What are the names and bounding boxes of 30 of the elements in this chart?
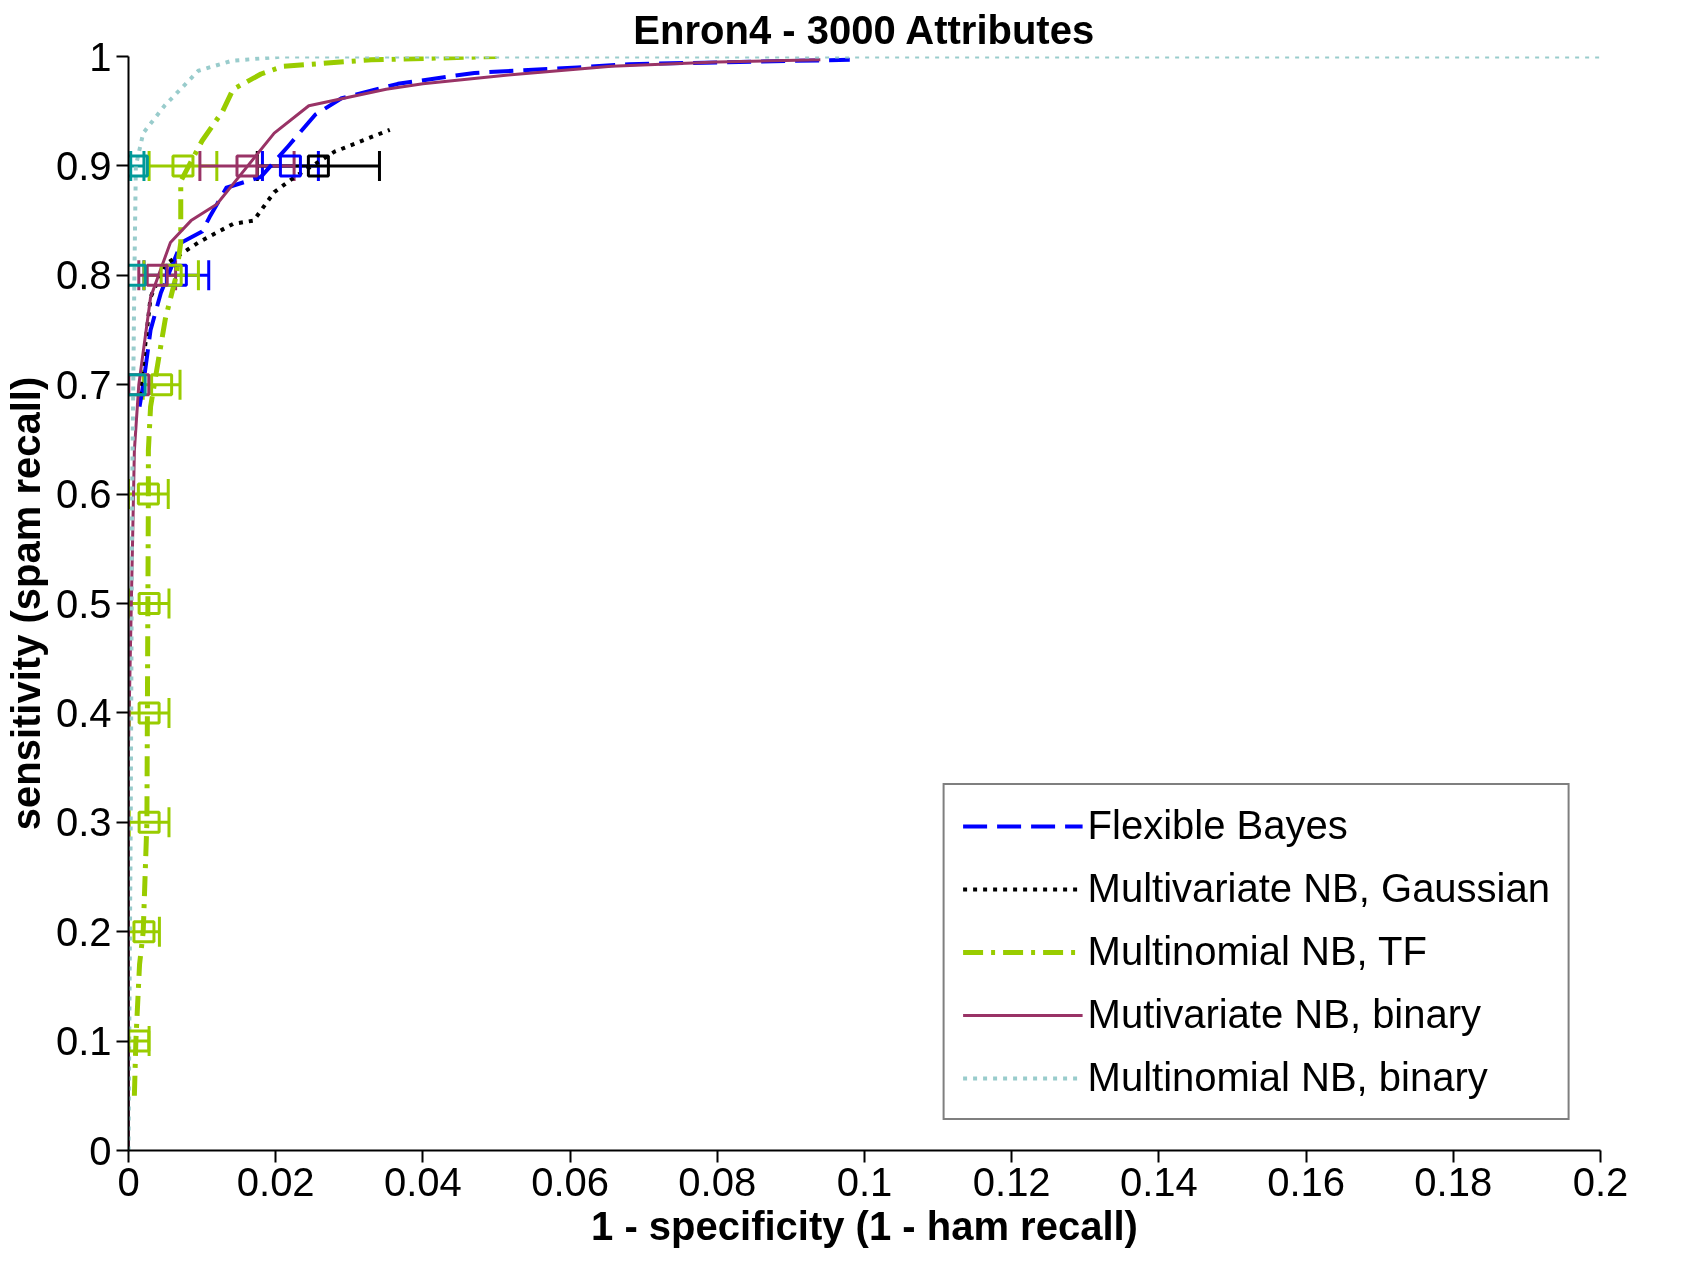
y-tick-label: 0.7: [55, 362, 112, 407]
legend-label: Mutivariate NB, binary: [1087, 992, 1482, 1037]
legend-label: Multivariate NB, Gaussian: [1087, 866, 1550, 911]
y-tick-label: 1: [89, 34, 112, 79]
y-tick-label: 0.9: [55, 143, 112, 188]
legend-label: Multinomial NB, TF: [1087, 929, 1427, 974]
x-tick-label: 0.08: [678, 1159, 757, 1204]
y-tick-label: 0: [89, 1128, 112, 1173]
y-tick-label: 0.3: [55, 800, 112, 845]
y-tick-label: 0.6: [55, 472, 112, 517]
legend-label: Multinomial NB, binary: [1087, 1055, 1488, 1100]
y-tick-label: 0.5: [55, 581, 112, 626]
y-axis-title: sensitivity (spam recall): [3, 376, 48, 831]
y-tick-label: 0.4: [55, 690, 112, 735]
x-axis-title: 1 - specificity (1 - ham recall): [591, 1203, 1138, 1248]
y-tick-label: 0.8: [55, 253, 112, 298]
x-tick-label: 0.18: [1414, 1159, 1493, 1204]
y-tick-label: 0.2: [55, 909, 112, 954]
x-tick-label: 0: [117, 1159, 140, 1204]
legend-label: Flexible Bayes: [1087, 803, 1348, 848]
y-tick-label: 0.1: [55, 1019, 112, 1064]
x-tick-label: 0.1: [836, 1159, 893, 1204]
chart-title: Enron4 - 3000 Attributes: [633, 7, 1095, 52]
x-tick-label: 0.06: [531, 1159, 610, 1204]
x-tick-label: 0.12: [972, 1159, 1051, 1204]
x-tick-label: 0.16: [1267, 1159, 1346, 1204]
x-tick-label: 0.14: [1119, 1159, 1198, 1204]
x-tick-label: 0.04: [383, 1159, 462, 1204]
x-tick-label: 0.2: [1572, 1159, 1629, 1204]
x-tick-label: 0.02: [236, 1159, 315, 1204]
